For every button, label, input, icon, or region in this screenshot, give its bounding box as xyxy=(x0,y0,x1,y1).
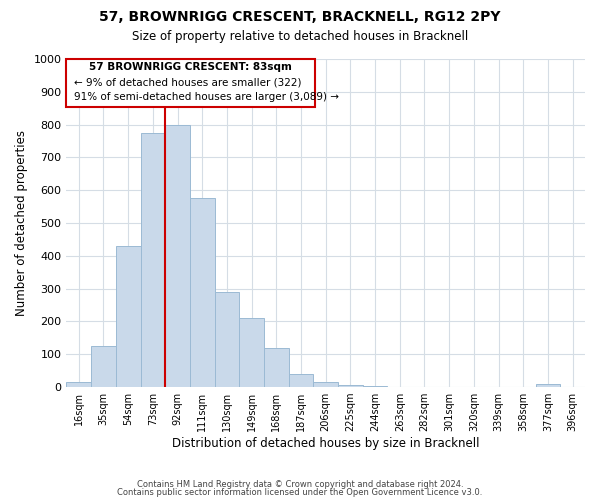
Text: ← 9% of detached houses are smaller (322): ← 9% of detached houses are smaller (322… xyxy=(74,77,302,87)
Bar xyxy=(165,124,190,387)
Bar xyxy=(313,382,338,387)
Text: 57 BROWNRIGG CRESCENT: 83sqm: 57 BROWNRIGG CRESCENT: 83sqm xyxy=(89,62,292,72)
Bar xyxy=(536,384,560,387)
X-axis label: Distribution of detached houses by size in Bracknell: Distribution of detached houses by size … xyxy=(172,437,479,450)
Text: Size of property relative to detached houses in Bracknell: Size of property relative to detached ho… xyxy=(132,30,468,43)
Y-axis label: Number of detached properties: Number of detached properties xyxy=(15,130,28,316)
FancyBboxPatch shape xyxy=(67,59,316,106)
Bar xyxy=(289,374,313,387)
Bar xyxy=(190,198,215,387)
Bar xyxy=(215,292,239,387)
Bar xyxy=(91,346,116,387)
Bar xyxy=(363,386,388,387)
Text: Contains HM Land Registry data © Crown copyright and database right 2024.: Contains HM Land Registry data © Crown c… xyxy=(137,480,463,489)
Bar xyxy=(67,382,91,387)
Bar xyxy=(239,318,264,387)
Text: Contains public sector information licensed under the Open Government Licence v3: Contains public sector information licen… xyxy=(118,488,482,497)
Bar xyxy=(140,133,165,387)
Bar xyxy=(338,386,363,387)
Text: 91% of semi-detached houses are larger (3,089) →: 91% of semi-detached houses are larger (… xyxy=(74,92,339,102)
Text: 57, BROWNRIGG CRESCENT, BRACKNELL, RG12 2PY: 57, BROWNRIGG CRESCENT, BRACKNELL, RG12 … xyxy=(99,10,501,24)
Bar xyxy=(264,348,289,387)
Bar xyxy=(116,246,140,387)
